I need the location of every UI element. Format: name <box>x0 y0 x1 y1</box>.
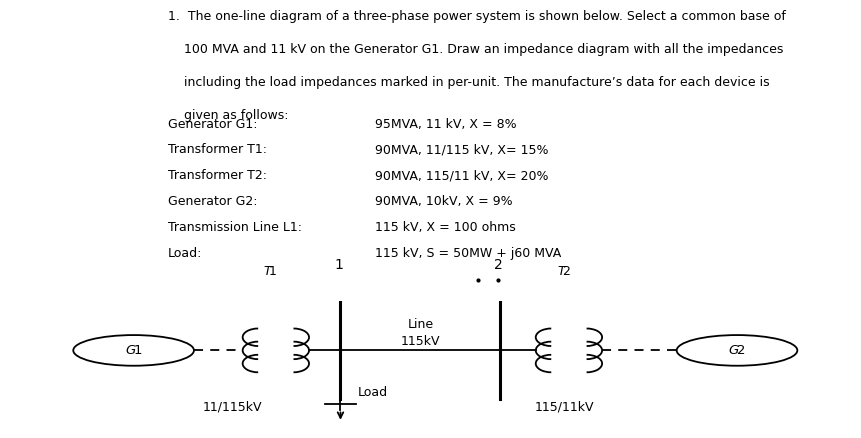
Text: $G\!1$: $G\!1$ <box>125 344 142 357</box>
Text: 1.  The one-line diagram of a three-phase power system is shown below. Select a : 1. The one-line diagram of a three-phase… <box>168 10 785 23</box>
Text: including the load impedances marked in per-unit. The manufacture’s data for eac: including the load impedances marked in … <box>168 76 769 89</box>
Text: Load:: Load: <box>168 247 202 259</box>
Text: 95MVA, 11 kV, X = 8%: 95MVA, 11 kV, X = 8% <box>375 118 516 131</box>
Text: Line: Line <box>407 318 433 331</box>
Text: Transformer T2:: Transformer T2: <box>168 169 267 182</box>
Text: 115/11kV: 115/11kV <box>534 401 594 414</box>
Text: 2: 2 <box>493 258 502 272</box>
Text: Generator G2:: Generator G2: <box>168 195 257 208</box>
Text: 90MVA, 10kV, X = 9%: 90MVA, 10kV, X = 9% <box>375 195 512 208</box>
Text: 90MVA, 115/11 kV, X= 20%: 90MVA, 115/11 kV, X= 20% <box>375 169 548 182</box>
Text: 115kV: 115kV <box>400 335 440 348</box>
Text: $T\!1$: $T\!1$ <box>263 265 276 278</box>
Text: 115 kV, X = 100 ohms: 115 kV, X = 100 ohms <box>375 221 515 234</box>
Text: 1: 1 <box>334 258 343 272</box>
Text: 90MVA, 11/115 kV, X= 15%: 90MVA, 11/115 kV, X= 15% <box>375 144 548 156</box>
Text: given as follows:: given as follows: <box>168 109 288 122</box>
Text: 11/115kV: 11/115kV <box>202 401 263 414</box>
Text: $G\!2$: $G\!2$ <box>728 344 745 357</box>
Text: Generator G1:: Generator G1: <box>168 118 257 131</box>
Text: Load: Load <box>357 385 387 399</box>
Text: 115 kV, S = 50MW + j60 MVA: 115 kV, S = 50MW + j60 MVA <box>375 247 561 259</box>
Text: Transmission Line L1:: Transmission Line L1: <box>168 221 301 234</box>
Text: Transformer T1:: Transformer T1: <box>168 144 267 156</box>
Text: 100 MVA and 11 kV on the Generator G1. Draw an impedance diagram with all the im: 100 MVA and 11 kV on the Generator G1. D… <box>168 43 783 56</box>
Text: $T\!2$: $T\!2$ <box>557 265 571 278</box>
